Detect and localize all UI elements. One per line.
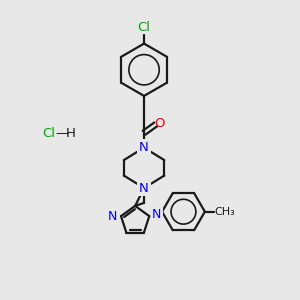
Text: —: — [56, 127, 69, 140]
Text: O: O [154, 117, 165, 130]
Text: CH₃: CH₃ [214, 207, 235, 217]
Text: N: N [108, 210, 117, 223]
Text: N: N [139, 182, 149, 194]
Text: H: H [66, 127, 76, 140]
Text: N: N [152, 208, 162, 221]
Text: Cl: Cl [42, 127, 55, 140]
Text: N: N [139, 141, 149, 154]
Text: Cl: Cl [138, 21, 151, 34]
